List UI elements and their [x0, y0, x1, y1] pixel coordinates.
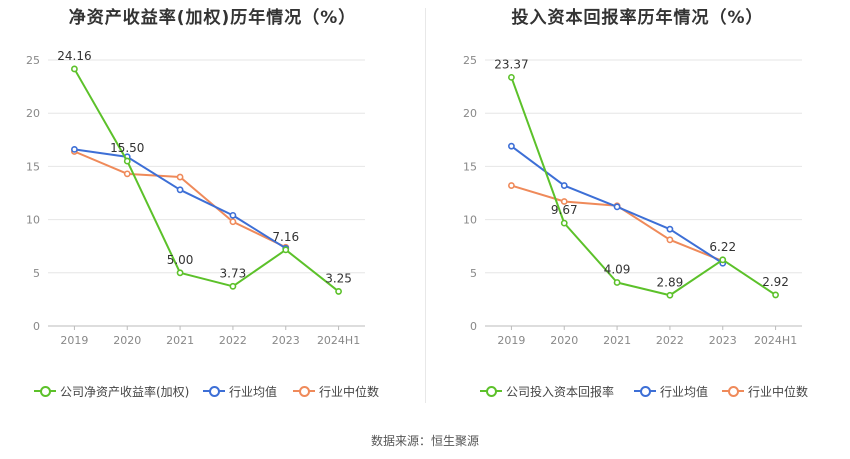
- data-point: [71, 145, 78, 153]
- data-point: [282, 246, 290, 254]
- legend-label: 行业均值: [229, 384, 278, 399]
- legend-label: 行业均值: [660, 384, 709, 399]
- y-tick-label: 15: [26, 160, 40, 173]
- data-label: 24.16: [57, 49, 91, 63]
- y-tick-label: 0: [470, 320, 477, 333]
- data-point: [508, 73, 515, 81]
- y-tick-label: 20: [463, 107, 477, 120]
- legend-item-company[interactable]: 公司净资产收益率(加权): [34, 381, 189, 401]
- y-tick-label: 0: [33, 320, 40, 333]
- series-line: [511, 184, 724, 263]
- data-point: [508, 182, 515, 189]
- data-point: [613, 203, 621, 211]
- y-tick-label: 10: [463, 214, 477, 227]
- x-tick-label: 2023: [709, 334, 737, 347]
- data-point: [229, 282, 237, 290]
- data-label: 3.25: [325, 271, 352, 285]
- data-point: [613, 279, 621, 286]
- legend-label: 行业中位数: [319, 384, 380, 399]
- legend: 公司净资产收益率(加权) 行业均值 行业中位数: [0, 381, 425, 401]
- y-tick-label: 10: [26, 214, 40, 227]
- y-tick-label: 5: [470, 267, 477, 280]
- legend-item-company[interactable]: 公司投入资本回报率: [480, 381, 614, 401]
- panel-divider: [425, 8, 426, 403]
- data-point: [560, 182, 568, 189]
- x-tick-label: 2024H1: [317, 334, 360, 347]
- data-label: 15.50: [110, 141, 144, 155]
- data-label: 23.37: [494, 57, 528, 71]
- data-point: [123, 157, 131, 165]
- data-point: [666, 225, 674, 233]
- data-point: [666, 291, 674, 299]
- x-tick-label: 2019: [60, 334, 88, 347]
- data-point: [719, 256, 727, 264]
- x-tick-label: 2020: [113, 334, 141, 347]
- x-tick-label: 2022: [656, 334, 684, 347]
- data-point: [560, 198, 568, 205]
- legend-label: 行业中位数: [748, 384, 809, 399]
- data-point: [666, 236, 674, 244]
- x-tick-label: 2022: [219, 334, 247, 347]
- x-tick-label: 2021: [166, 334, 194, 347]
- x-tick-label: 2019: [497, 334, 525, 347]
- data-point: [176, 186, 184, 194]
- data-point: [229, 218, 237, 226]
- data-label: 7.16: [272, 230, 299, 244]
- data-label: 2.92: [762, 275, 789, 289]
- data-point: [560, 219, 568, 227]
- x-tick-label: 2020: [550, 334, 578, 347]
- data-point: [176, 173, 184, 181]
- data-label: 9.67: [551, 203, 578, 217]
- data-point: [772, 291, 779, 299]
- y-tick-label: 25: [26, 54, 40, 67]
- data-point: [176, 269, 184, 277]
- data-label: 2.89: [657, 275, 684, 289]
- y-tick-label: 25: [463, 54, 477, 67]
- roe-chart-panel: 净资产收益率(加权)历年情况（%） 0 5 10 15 20 25 2019 2020 2021…: [0, 0, 425, 420]
- data-label: 4.09: [604, 262, 631, 276]
- data-point: [508, 142, 515, 150]
- chart-title: 净资产收益率(加权)历年情况（%）: [68, 8, 357, 28]
- roic-chart: 0 5 10 15 20 25 2019 2020 2021 2022 2023 2024H1 23.3…: [463, 54, 802, 347]
- data-point: [335, 288, 342, 295]
- legend-label: 公司净资产收益率(加权): [60, 384, 190, 399]
- data-label: 5.00: [167, 253, 194, 267]
- legend: 公司投入资本回报率 行业均值 行业中位数: [425, 381, 850, 401]
- data-point: [71, 65, 78, 73]
- legend-item-industry-median[interactable]: 行业中位数: [293, 381, 379, 401]
- y-tick-label: 20: [26, 107, 40, 120]
- series-line: [510, 77, 777, 297]
- x-tick-label: 2021: [603, 334, 631, 347]
- series-line: [74, 150, 287, 249]
- legend-label: 公司投入资本回报率: [506, 384, 615, 399]
- legend-item-industry-mean[interactable]: 行业均值: [203, 381, 277, 401]
- data-point: [123, 170, 131, 178]
- data-label: 3.73: [220, 266, 247, 280]
- series-line: [73, 68, 340, 293]
- data-point: [229, 211, 237, 219]
- chart-title: 投入资本回报率历年情况（%）: [511, 8, 764, 28]
- y-tick-label: 15: [463, 160, 477, 173]
- legend-item-industry-mean[interactable]: 行业均值: [634, 381, 708, 401]
- legend-item-industry-median[interactable]: 行业中位数: [722, 381, 808, 401]
- roe-chart: 0 5 10 15 20 25 2019 2020 2021 2022 2023 2024H1 24.1…: [26, 49, 365, 347]
- x-tick-label: 2024H1: [754, 334, 797, 347]
- data-label: 6.22: [709, 240, 736, 254]
- x-tick-label: 2023: [272, 334, 300, 347]
- roic-chart-panel: 投入资本回报率历年情况（%） 0 5 10 15 20 25 2019 2020 2021 202…: [425, 0, 850, 420]
- y-tick-label: 5: [33, 267, 40, 280]
- data-source-note: 数据来源：恒生聚源: [370, 434, 479, 448]
